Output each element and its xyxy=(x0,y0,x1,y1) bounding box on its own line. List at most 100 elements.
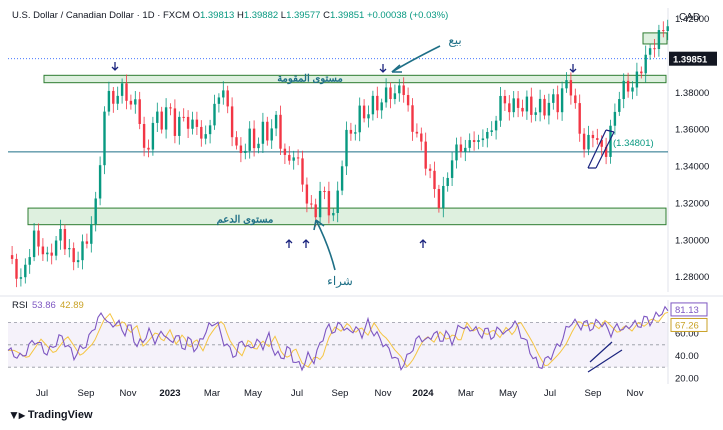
candle-body xyxy=(186,116,190,129)
candle-body xyxy=(613,111,617,126)
candle-body xyxy=(103,111,106,166)
candle-body xyxy=(134,99,137,105)
candle-body xyxy=(402,85,405,96)
candle-body xyxy=(565,80,568,89)
support-label: مستوى الدعم xyxy=(217,215,274,226)
candle-body xyxy=(393,93,397,100)
candle-body xyxy=(662,30,665,32)
buy-arrow-line xyxy=(315,219,336,271)
candle-body xyxy=(411,105,414,132)
candle-body xyxy=(318,190,322,218)
candle-body xyxy=(182,116,185,118)
candle-body xyxy=(464,147,467,152)
candle-body xyxy=(283,148,287,155)
currency-label[interactable]: CAD xyxy=(679,12,701,23)
candle-body xyxy=(288,154,291,161)
symbol-label[interactable]: U.S. Dollar / Canadian Dollar · 1D · FXC… xyxy=(12,10,190,21)
candle-body xyxy=(129,100,133,105)
candle-body xyxy=(521,107,524,112)
time-tick-label: Nov xyxy=(375,388,392,399)
candle-body xyxy=(85,241,89,244)
candle-body xyxy=(499,95,502,121)
candle-body xyxy=(424,141,427,169)
candle-body xyxy=(296,157,300,159)
candle-body xyxy=(600,139,603,147)
candle-body xyxy=(125,83,128,101)
candle-body xyxy=(455,144,458,161)
rsi-badge xyxy=(670,302,708,317)
candle-body xyxy=(191,119,194,129)
last-price-label: 1.39851 xyxy=(673,55,708,66)
time-tick-label: 2023 xyxy=(159,388,180,399)
candle-body xyxy=(305,184,309,204)
candle-body xyxy=(208,125,212,135)
candle-body xyxy=(560,88,564,113)
candle-body xyxy=(120,83,124,96)
candle-body xyxy=(472,140,476,142)
resistance-label: مستوى المقومة xyxy=(277,74,343,85)
candle-body xyxy=(640,71,643,74)
candle-body xyxy=(195,119,199,127)
candle-body xyxy=(244,150,247,154)
candle-body xyxy=(59,228,62,241)
candle-body xyxy=(94,198,97,225)
rsi-ma-badge xyxy=(670,317,708,332)
close-value: 1.39851 xyxy=(329,10,365,21)
rsi-tick-label: 60.00 xyxy=(675,329,699,340)
candle-body xyxy=(354,132,357,134)
candle-body xyxy=(367,114,370,119)
candle-body xyxy=(437,189,441,209)
sell-arrow-head xyxy=(391,64,402,73)
candle-body xyxy=(68,248,71,250)
price-tick-label: 1.36000 xyxy=(675,125,709,136)
candle-body xyxy=(116,95,119,104)
candle-body xyxy=(164,107,168,130)
tradingview-brand[interactable]: ▼▸ TradingView xyxy=(8,408,93,422)
candle-body xyxy=(50,252,53,256)
sell-arrow-line xyxy=(391,45,441,73)
rsi-ma-line xyxy=(8,311,669,368)
high-value: 1.39882 xyxy=(243,10,279,21)
candle-body xyxy=(486,131,489,139)
candle-body xyxy=(345,129,348,167)
time-tick-label: Jul xyxy=(544,388,556,399)
candle-body xyxy=(648,48,652,55)
candle-body xyxy=(81,241,84,261)
candle-body xyxy=(138,99,141,125)
candle-body xyxy=(19,277,23,279)
rsi-line xyxy=(7,305,669,372)
buy-label: شراء xyxy=(327,274,353,288)
price-tick-label: 1.34000 xyxy=(675,162,709,173)
candle-body xyxy=(222,90,225,98)
rsi-ma-badge-label: 67.26 xyxy=(675,320,699,331)
bottom-marker-icon xyxy=(302,239,310,248)
candle-body xyxy=(657,30,661,50)
candle-body xyxy=(468,140,471,148)
candle-body xyxy=(503,95,507,104)
support-zone xyxy=(27,207,667,226)
sell-label: بيع xyxy=(448,33,461,47)
candle-body xyxy=(226,90,229,107)
candle-body xyxy=(415,131,419,134)
candle-body xyxy=(239,145,243,154)
low-value: 1.39577 xyxy=(286,10,321,21)
candle-body xyxy=(266,121,269,141)
price-tick-label: 1.28000 xyxy=(675,272,709,283)
candle-body xyxy=(301,158,304,185)
tradingview-logo-icon: ▼▸ xyxy=(8,408,25,422)
low-label: L xyxy=(280,10,287,21)
bottom-marker-icon xyxy=(285,239,293,248)
candle-body xyxy=(169,107,172,109)
open-value: 1.39813 xyxy=(199,10,235,21)
candle-body xyxy=(90,224,93,244)
candle-body xyxy=(362,105,366,119)
candle-body xyxy=(107,90,111,112)
candle-body xyxy=(622,80,625,100)
candle-body xyxy=(490,130,493,132)
rsi-ma-value: 42.89 xyxy=(60,300,84,311)
candle-body xyxy=(389,87,392,100)
candle-body xyxy=(644,54,647,74)
candle-body xyxy=(204,134,207,139)
change-value: +0.00038 (+0.03%) xyxy=(366,10,449,21)
